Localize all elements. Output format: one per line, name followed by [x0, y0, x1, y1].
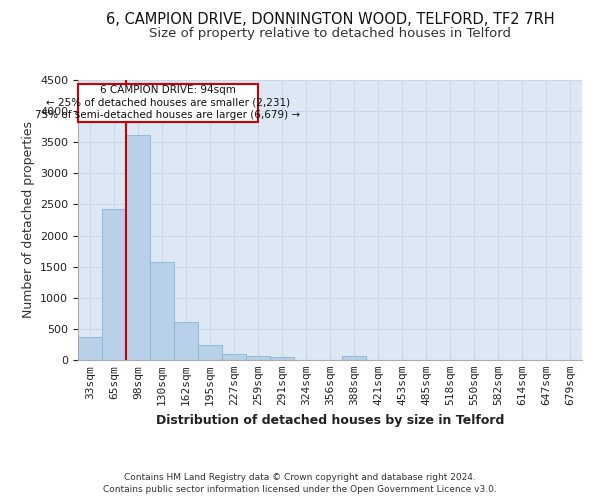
Bar: [270, 357, 294, 360]
Bar: [126, 135, 150, 360]
Bar: [78, 337, 102, 360]
Text: ← 25% of detached houses are smaller (2,231): ← 25% of detached houses are smaller (2,…: [46, 98, 290, 108]
Bar: [150, 262, 174, 360]
Text: 6, CAMPION DRIVE, DONNINGTON WOOD, TELFORD, TF2 7RH: 6, CAMPION DRIVE, DONNINGTON WOOD, TELFO…: [106, 12, 554, 28]
Bar: [342, 356, 366, 360]
Text: Size of property relative to detached houses in Telford: Size of property relative to detached ho…: [149, 28, 511, 40]
Bar: [246, 356, 270, 360]
Y-axis label: Number of detached properties: Number of detached properties: [22, 122, 35, 318]
Text: 75% of semi-detached houses are larger (6,679) →: 75% of semi-detached houses are larger (…: [35, 110, 301, 120]
Bar: [174, 322, 198, 360]
Bar: [198, 345, 222, 360]
Bar: [102, 210, 126, 360]
X-axis label: Distribution of detached houses by size in Telford: Distribution of detached houses by size …: [156, 414, 504, 426]
Bar: [222, 354, 246, 360]
FancyBboxPatch shape: [78, 84, 258, 122]
Text: Contains public sector information licensed under the Open Government Licence v3: Contains public sector information licen…: [103, 485, 497, 494]
Text: Contains HM Land Registry data © Crown copyright and database right 2024.: Contains HM Land Registry data © Crown c…: [124, 472, 476, 482]
Text: 6 CAMPION DRIVE: 94sqm: 6 CAMPION DRIVE: 94sqm: [100, 85, 236, 95]
